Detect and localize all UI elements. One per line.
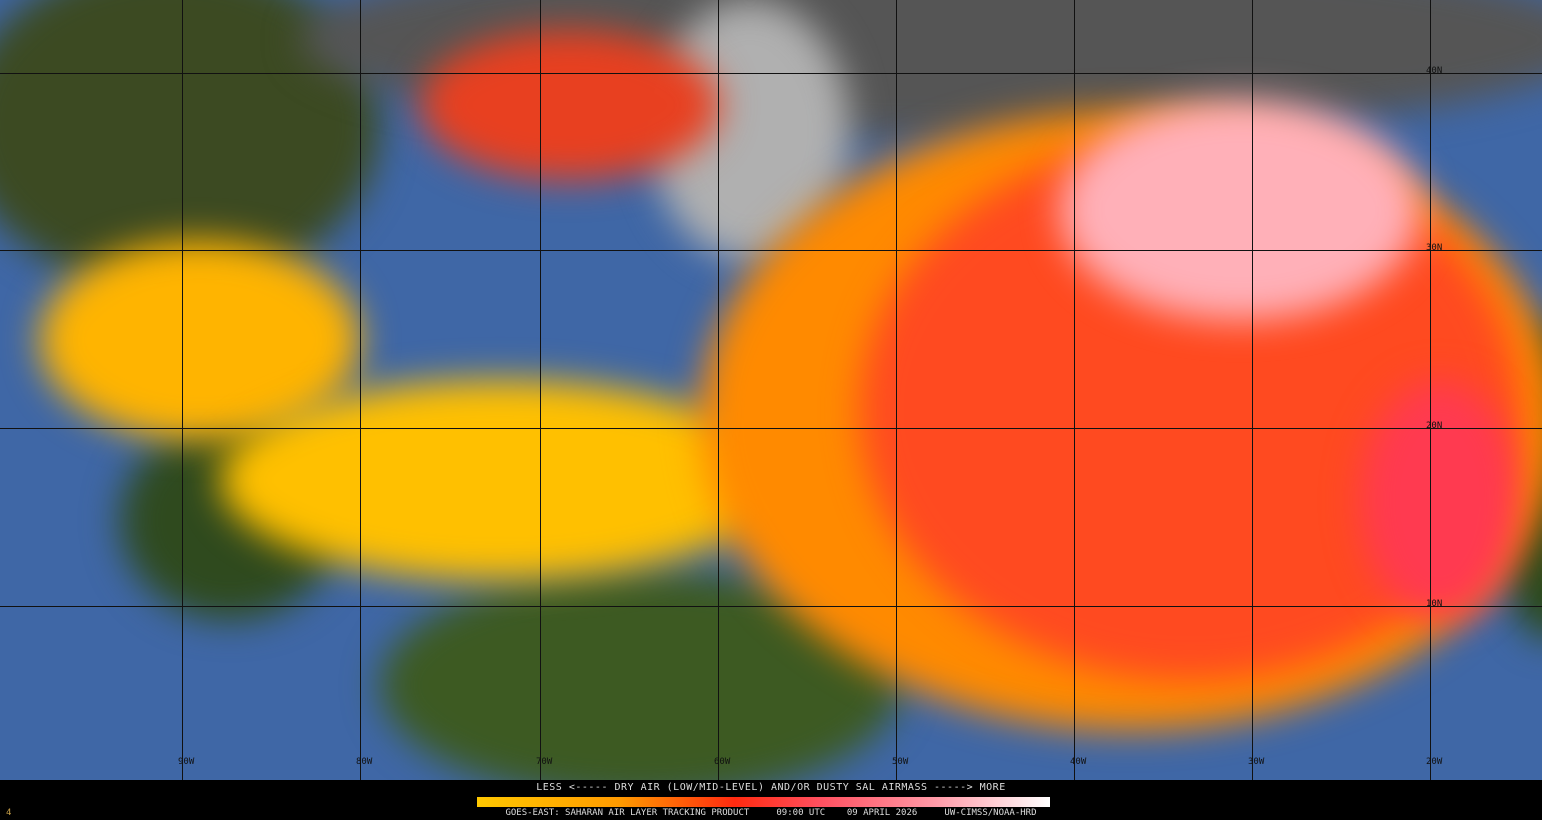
lon-label: 20W bbox=[1426, 757, 1443, 767]
lon-label: 40W bbox=[1070, 757, 1087, 767]
lon-label: 90W bbox=[178, 757, 195, 767]
gridline-40w bbox=[1074, 0, 1075, 780]
lat-label: 10N bbox=[1426, 599, 1443, 609]
caribbean-dry-air bbox=[220, 380, 780, 580]
lon-label: 30W bbox=[1248, 757, 1265, 767]
lon-label: 80W bbox=[356, 757, 373, 767]
gridline-60w bbox=[718, 0, 719, 780]
atlantic-north-red bbox=[420, 30, 720, 180]
lon-label: 70W bbox=[536, 757, 553, 767]
lat-label: 20N bbox=[1426, 421, 1443, 431]
gridline-20n bbox=[0, 428, 1542, 429]
satellite-map: 40N 30N 20N 10N 90W 80W 70W 60W 50W 40W … bbox=[0, 0, 1542, 780]
gridline-40n bbox=[0, 73, 1542, 74]
frame-number: 4 bbox=[6, 808, 12, 818]
lon-label: 50W bbox=[892, 757, 909, 767]
gridline-10n bbox=[0, 606, 1542, 607]
product-name: GOES-EAST: SAHARAN AIR LAYER TRACKING PR… bbox=[505, 808, 750, 818]
gridline-30w bbox=[1252, 0, 1253, 780]
lon-label: 60W bbox=[714, 757, 731, 767]
gridline-70w bbox=[540, 0, 541, 780]
date: 09 APRIL 2026 bbox=[846, 808, 918, 818]
gridline-80w bbox=[360, 0, 361, 780]
sal-east bbox=[1360, 380, 1520, 620]
time: 09:00 UTC bbox=[776, 808, 826, 818]
sal-pink bbox=[1060, 100, 1420, 320]
gridline-30n bbox=[0, 250, 1542, 251]
gridline-90w bbox=[182, 0, 183, 780]
credit: UW-CIMSS/NOAA-HRD bbox=[944, 808, 1037, 818]
lat-label: 30N bbox=[1426, 243, 1443, 253]
product-line: GOES-EAST: SAHARAN AIR LAYER TRACKING PR… bbox=[0, 808, 1542, 818]
gridline-50w bbox=[896, 0, 897, 780]
gridline-20w bbox=[1430, 0, 1431, 780]
lat-label: 40N bbox=[1426, 66, 1443, 76]
legend-title: LESS <----- DRY AIR (LOW/MID-LEVEL) AND/… bbox=[536, 782, 1006, 793]
color-scale-bar bbox=[477, 797, 1050, 807]
